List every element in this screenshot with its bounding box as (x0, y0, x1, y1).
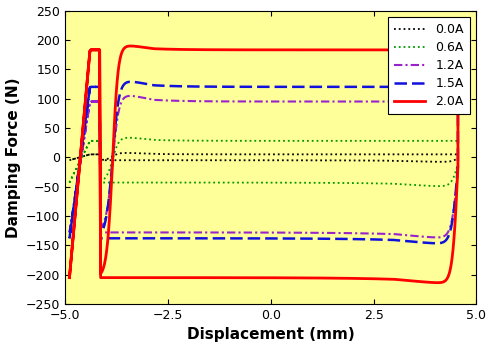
0.6A (126, 136, 132, 140)
Line: 2.0A: 2.0A (69, 46, 458, 283)
X-axis label: Displacement (mm): Displacement (mm) (187, 327, 355, 342)
0.6A (347, 181, 353, 185)
0.6A (173, 181, 179, 185)
0.6A (252, 181, 258, 185)
2.0A (128, 44, 134, 48)
0.6A (114, 143, 120, 148)
1.5A (433, 241, 439, 245)
2.0A (370, 277, 376, 281)
0.0A (123, 151, 129, 155)
Line: 0.0A: 0.0A (69, 153, 458, 162)
2.0A (434, 280, 440, 285)
0.0A (370, 158, 376, 163)
Y-axis label: Damping Force (N): Damping Force (N) (5, 77, 21, 238)
1.2A (66, 230, 72, 235)
2.0A (347, 276, 353, 280)
0.6A (66, 181, 72, 185)
1.5A (128, 80, 134, 84)
1.5A (347, 237, 353, 241)
0.6A (370, 181, 376, 185)
0.0A (347, 158, 353, 163)
0.6A (66, 181, 72, 185)
2.0A (173, 276, 179, 280)
1.2A (252, 230, 258, 235)
2.0A (114, 79, 120, 83)
1.2A (433, 235, 439, 239)
1.5A (370, 237, 376, 242)
0.6A (435, 184, 441, 188)
0.0A (114, 152, 120, 156)
Line: 0.6A: 0.6A (69, 138, 458, 186)
1.5A (66, 236, 72, 240)
1.5A (114, 108, 120, 112)
0.6A (391, 182, 397, 186)
1.2A (114, 118, 120, 122)
1.5A (173, 236, 179, 240)
Line: 1.5A: 1.5A (69, 82, 458, 243)
2.0A (252, 276, 258, 280)
1.5A (66, 236, 72, 240)
1.5A (252, 236, 258, 240)
1.2A (347, 231, 353, 235)
0.0A (66, 158, 72, 162)
1.2A (66, 230, 72, 235)
1.2A (173, 230, 179, 235)
0.0A (438, 160, 444, 164)
0.0A (252, 158, 258, 163)
0.0A (391, 159, 397, 163)
1.5A (391, 238, 397, 242)
0.0A (66, 158, 72, 162)
2.0A (66, 276, 72, 280)
1.2A (370, 231, 376, 236)
2.0A (66, 276, 72, 280)
1.2A (127, 94, 133, 98)
0.0A (173, 158, 179, 162)
Line: 1.2A: 1.2A (69, 96, 458, 237)
2.0A (391, 277, 397, 282)
Legend: 0.0A, 0.6A, 1.2A, 1.5A, 2.0A: 0.0A, 0.6A, 1.2A, 1.5A, 2.0A (388, 17, 470, 114)
1.2A (391, 232, 397, 236)
